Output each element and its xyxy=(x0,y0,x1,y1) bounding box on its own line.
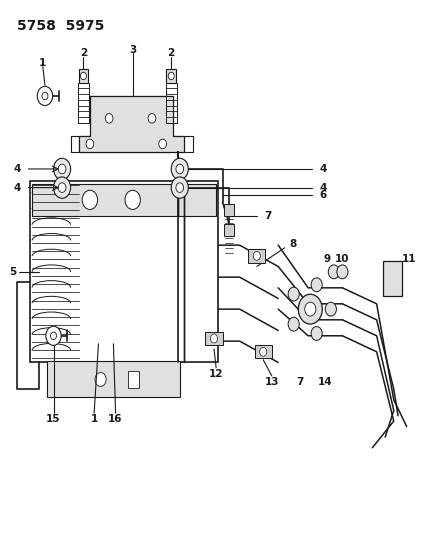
Text: 15: 15 xyxy=(46,415,61,424)
Circle shape xyxy=(105,114,113,123)
Bar xyxy=(32,184,216,216)
Circle shape xyxy=(171,158,188,180)
Text: 11: 11 xyxy=(401,254,416,263)
Circle shape xyxy=(46,326,61,345)
Text: 6: 6 xyxy=(320,190,327,199)
Bar xyxy=(205,332,223,345)
Bar xyxy=(224,224,234,236)
Text: 9: 9 xyxy=(324,254,331,263)
Text: 16: 16 xyxy=(108,415,123,424)
Text: 4: 4 xyxy=(13,164,21,174)
Bar xyxy=(47,361,180,397)
Text: 1: 1 xyxy=(91,415,98,424)
Circle shape xyxy=(171,177,188,198)
Text: 4: 4 xyxy=(13,183,21,192)
Text: 1: 1 xyxy=(39,58,46,68)
Text: 3: 3 xyxy=(129,45,136,55)
Circle shape xyxy=(211,334,217,343)
Circle shape xyxy=(54,177,71,198)
Circle shape xyxy=(298,294,322,324)
Text: 7: 7 xyxy=(296,377,303,387)
Bar xyxy=(79,69,88,83)
Bar xyxy=(30,181,218,362)
Circle shape xyxy=(42,92,48,100)
Text: 4: 4 xyxy=(319,164,327,174)
Polygon shape xyxy=(79,96,184,152)
Circle shape xyxy=(176,164,184,174)
Text: 4: 4 xyxy=(319,183,327,192)
Bar xyxy=(255,345,272,358)
Circle shape xyxy=(288,287,299,301)
Circle shape xyxy=(51,332,56,340)
Text: 10: 10 xyxy=(335,254,350,263)
Circle shape xyxy=(260,348,267,356)
Text: 5758  5975: 5758 5975 xyxy=(17,19,104,33)
Text: 13: 13 xyxy=(265,377,279,387)
Circle shape xyxy=(159,139,166,149)
Circle shape xyxy=(125,190,140,209)
Bar xyxy=(166,69,176,83)
Circle shape xyxy=(54,158,71,180)
Circle shape xyxy=(95,373,106,386)
Circle shape xyxy=(325,302,336,316)
Text: 5: 5 xyxy=(9,267,16,277)
Circle shape xyxy=(176,183,184,192)
Bar xyxy=(224,204,234,216)
Circle shape xyxy=(288,317,299,331)
Circle shape xyxy=(168,72,174,80)
Circle shape xyxy=(86,139,94,149)
Text: 12: 12 xyxy=(209,369,223,379)
Circle shape xyxy=(328,265,339,279)
Circle shape xyxy=(58,164,66,174)
Text: 8: 8 xyxy=(290,239,297,249)
Circle shape xyxy=(305,302,316,316)
Circle shape xyxy=(148,114,156,123)
Circle shape xyxy=(58,183,66,192)
Text: 2: 2 xyxy=(168,49,175,58)
Circle shape xyxy=(337,265,348,279)
Circle shape xyxy=(253,252,260,260)
Circle shape xyxy=(311,278,322,292)
Circle shape xyxy=(311,327,322,341)
Bar xyxy=(248,249,265,262)
Bar xyxy=(383,261,402,296)
Circle shape xyxy=(82,190,98,209)
Bar xyxy=(128,371,139,388)
Text: 14: 14 xyxy=(318,377,333,387)
Text: 7: 7 xyxy=(264,211,271,221)
Circle shape xyxy=(80,72,86,80)
Circle shape xyxy=(37,86,53,106)
Text: 2: 2 xyxy=(80,49,87,58)
